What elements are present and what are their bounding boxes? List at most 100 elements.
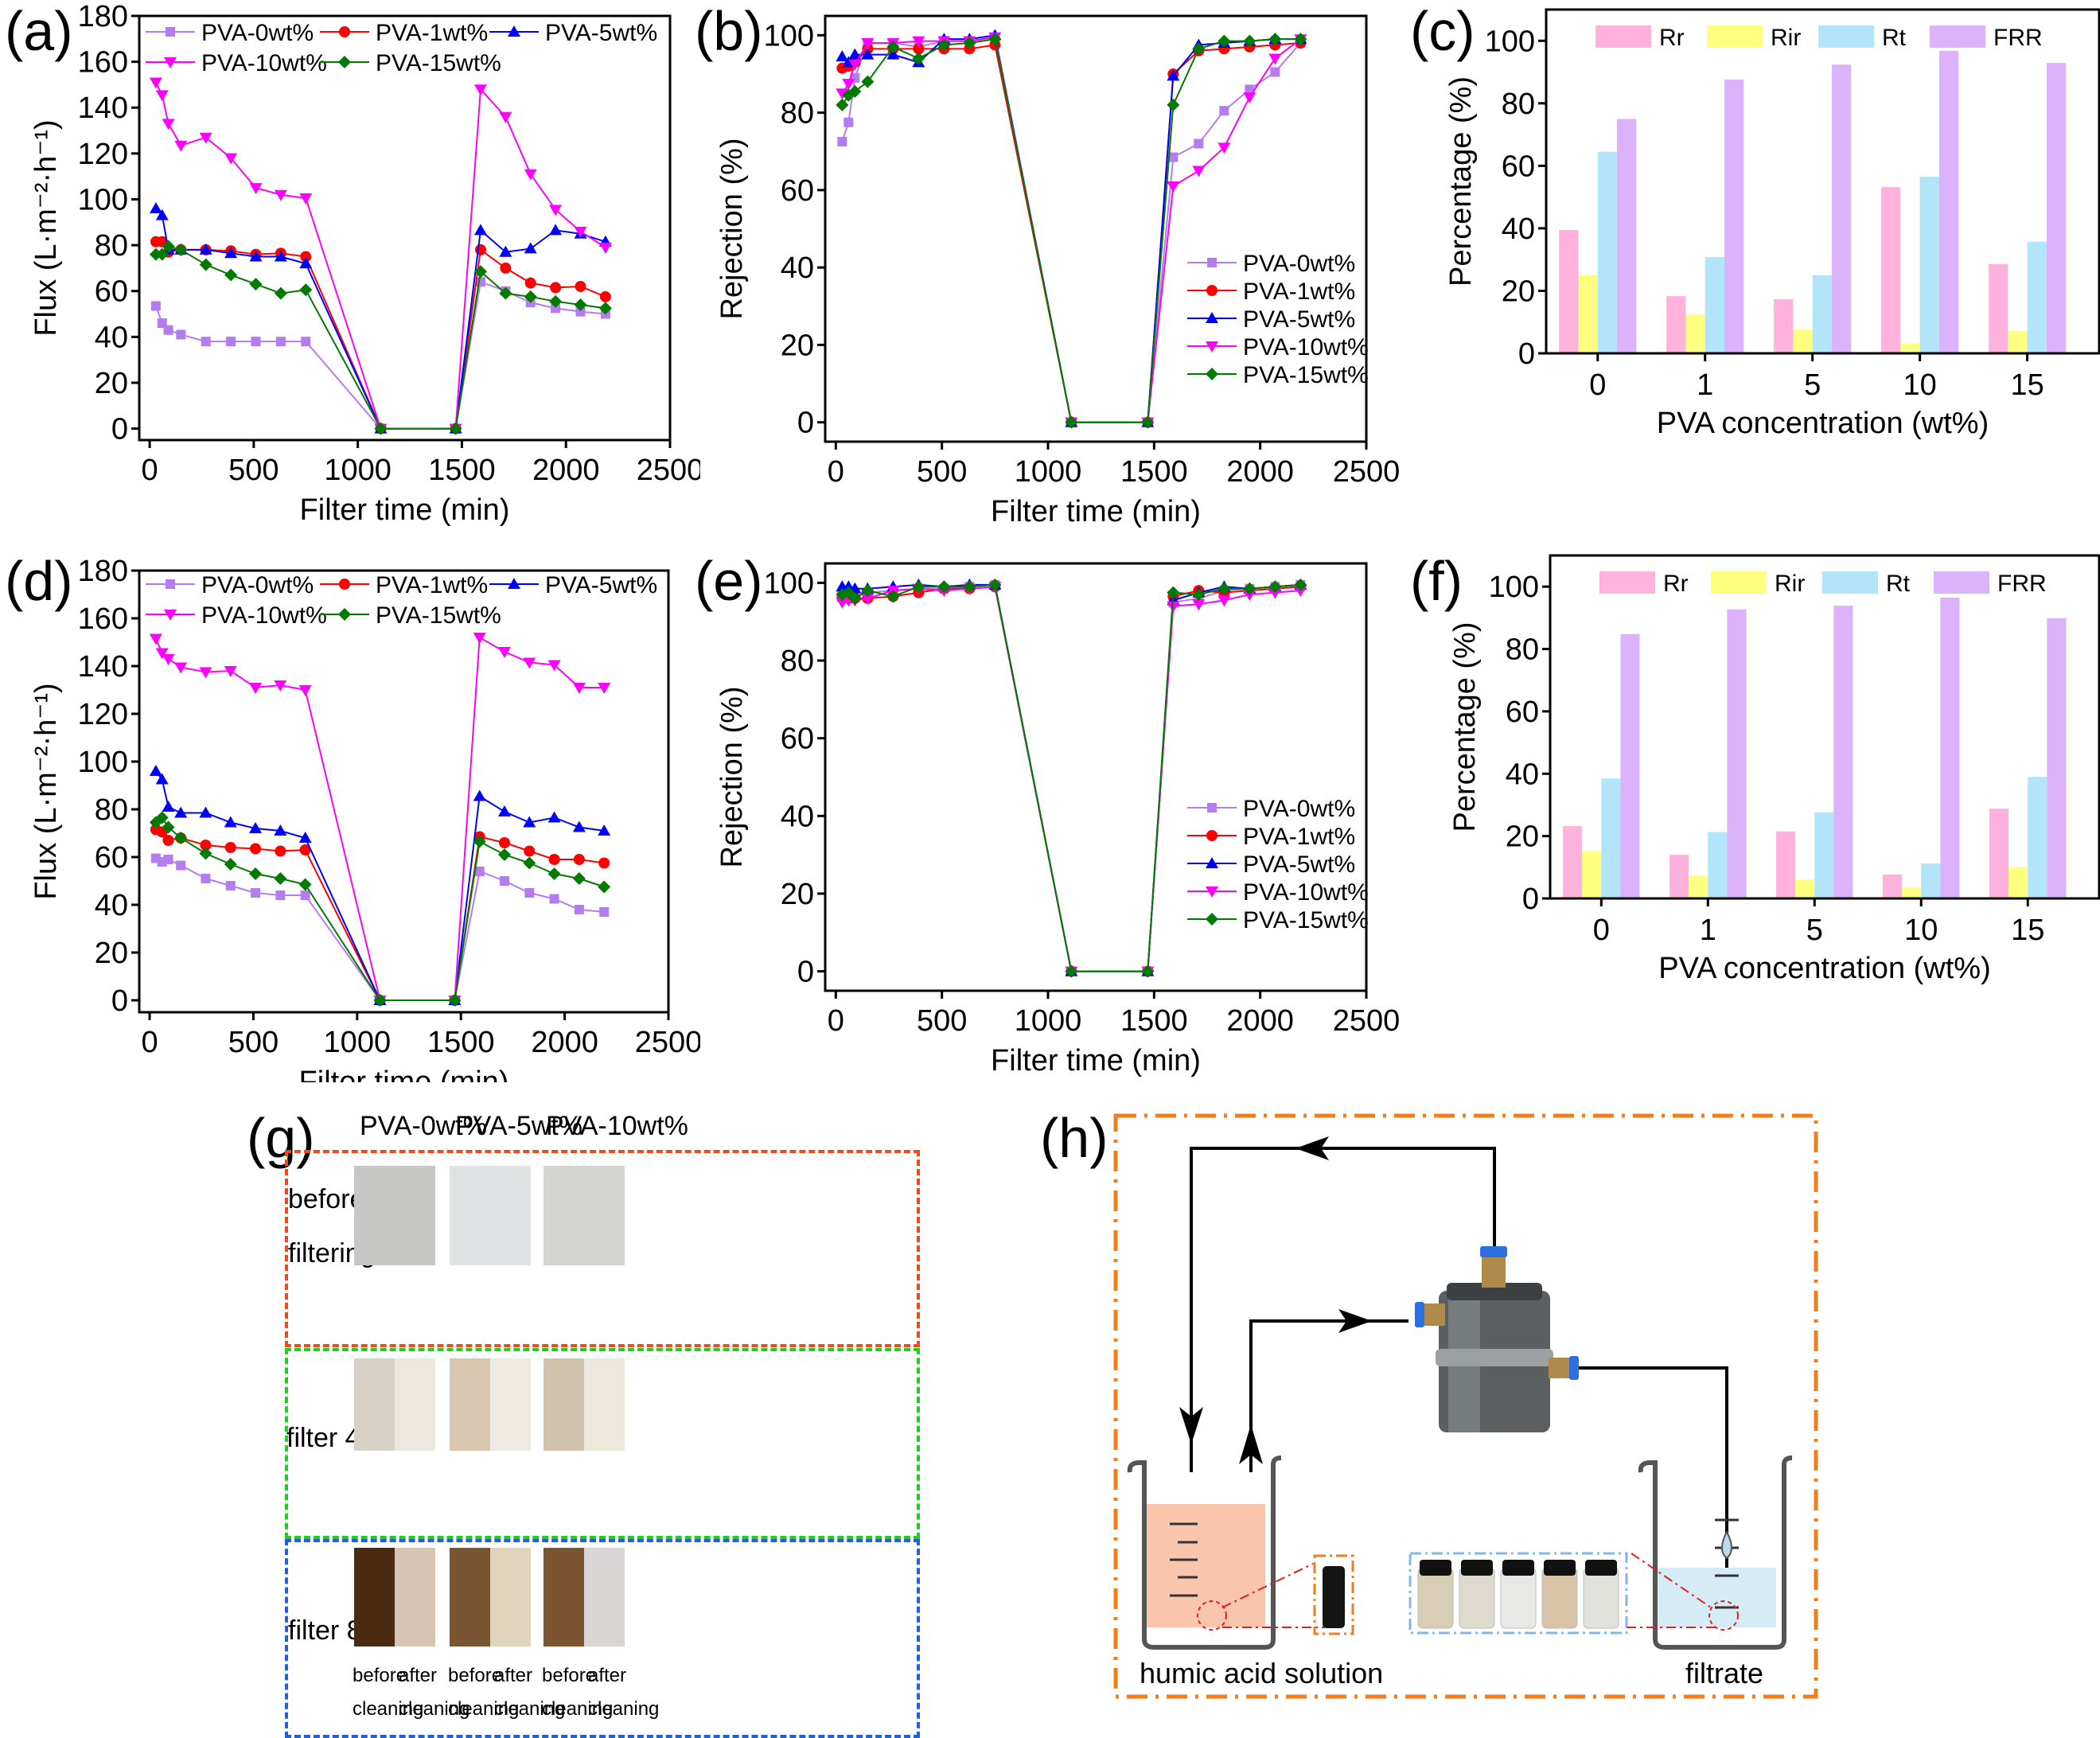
marker-triangle-up bbox=[149, 202, 162, 214]
marker-triangle-down bbox=[164, 57, 177, 68]
series-PVA-1wtpct bbox=[836, 581, 1307, 977]
marker-diamond bbox=[199, 847, 212, 860]
y-tick-label: 60 bbox=[781, 174, 814, 208]
marker-triangle-up bbox=[249, 822, 263, 833]
bar bbox=[1617, 119, 1637, 354]
x-tick-label: 0 bbox=[828, 455, 844, 489]
chart-rejection-b: 0 500 1000 1500 2000 2500 0 20 40 60 80 100 Filter t… bbox=[715, 14, 1400, 528]
arrow-left-icon bbox=[1295, 1136, 1329, 1160]
marker-triangle-down bbox=[1167, 181, 1180, 193]
series-PVA-5wtpct bbox=[149, 202, 612, 434]
legend-label: Rir bbox=[1771, 25, 1801, 51]
series-line bbox=[155, 816, 605, 1001]
y-tick-label: 80 bbox=[95, 229, 128, 263]
legend-label: PVA-5wt% bbox=[1243, 851, 1355, 878]
y-tick-label: 60 bbox=[781, 723, 814, 756]
y-tick-label: 40 bbox=[95, 889, 128, 922]
marker-triangle-down bbox=[274, 189, 287, 201]
series-PVA-15wtpct bbox=[149, 811, 611, 1007]
marker-triangle-up bbox=[473, 224, 487, 236]
marker-square bbox=[301, 337, 311, 347]
membrane-8h-before-cleaning bbox=[544, 1548, 584, 1646]
bar bbox=[2027, 241, 2047, 353]
marker-triangle-up bbox=[886, 48, 900, 60]
panel-label-f: (f) bbox=[1410, 550, 1463, 612]
marker-diamond bbox=[598, 302, 612, 315]
marker-square bbox=[549, 894, 559, 904]
filtrate-label: filtrate bbox=[1685, 1657, 1763, 1689]
marker-square bbox=[163, 855, 173, 864]
marker-triangle-up bbox=[861, 48, 875, 60]
legend-label: PVA-0wt% bbox=[201, 20, 314, 46]
y-tick-label: 40 bbox=[1502, 212, 1535, 246]
y-tick-label: 80 bbox=[781, 645, 814, 678]
marker-triangle-down bbox=[162, 654, 175, 665]
membrane-4h-before-cleaning bbox=[544, 1358, 584, 1451]
marker-diamond bbox=[861, 584, 875, 598]
plot-frame bbox=[1549, 554, 2100, 900]
x-tick-label: 0 bbox=[141, 1026, 158, 1059]
marker-circle bbox=[550, 282, 562, 294]
marker-circle bbox=[573, 854, 585, 865]
marker-triangle-down bbox=[572, 683, 586, 694]
panel-label-g: (g) bbox=[247, 1107, 315, 1169]
marker-diamond bbox=[449, 422, 462, 435]
legend: PVA-0wt%PVA-1wt%PVA-5wt%PVA-10wt%PVA-15w… bbox=[1187, 796, 1369, 933]
panel-label-b: (b) bbox=[695, 0, 763, 62]
marker-diamond bbox=[886, 40, 900, 53]
marker-diamond bbox=[912, 580, 925, 594]
marker-circle bbox=[474, 244, 486, 255]
y-tick-label: 140 bbox=[78, 650, 128, 684]
bar bbox=[1833, 606, 1853, 898]
bar bbox=[1795, 879, 1815, 898]
marker-diamond bbox=[274, 286, 287, 300]
y-tick-label: 120 bbox=[78, 698, 128, 731]
legend-label: PVA-0wt% bbox=[1243, 251, 1355, 277]
series-line bbox=[841, 38, 1301, 423]
marker-triangle-up bbox=[1167, 69, 1180, 81]
x-tick-label: 500 bbox=[228, 454, 279, 487]
marker-square bbox=[1207, 258, 1217, 267]
bar bbox=[1597, 151, 1618, 353]
series-line bbox=[842, 42, 1301, 423]
bar bbox=[1900, 343, 1920, 353]
bar bbox=[1669, 855, 1689, 898]
marker-diamond bbox=[162, 820, 175, 834]
marker-diamond bbox=[937, 38, 951, 52]
legend-label: PVA-1wt% bbox=[1243, 824, 1355, 850]
series-line bbox=[842, 586, 1301, 972]
x-tick-label: 1500 bbox=[427, 1026, 495, 1059]
x-tick-label: 0 bbox=[1593, 914, 1610, 947]
marker-diamond bbox=[1294, 33, 1307, 46]
y-axis-title: Flux (L·m⁻²·h⁻¹) bbox=[29, 683, 63, 899]
marker-triangle-up bbox=[224, 247, 238, 259]
marker-circle bbox=[1206, 285, 1218, 296]
bar bbox=[1666, 296, 1686, 353]
bar bbox=[1812, 275, 1832, 353]
legend-label: PVA-5wt% bbox=[1243, 306, 1355, 333]
marker-diamond bbox=[836, 588, 849, 602]
x-tick-label: 2000 bbox=[531, 1026, 598, 1059]
marker-triangle-up bbox=[1206, 857, 1218, 868]
marker-triangle-up bbox=[598, 824, 611, 836]
marker-square bbox=[150, 301, 161, 311]
marker-triangle-down bbox=[224, 153, 238, 165]
vial-cap bbox=[1461, 1560, 1493, 1576]
marker-triangle-down bbox=[149, 77, 162, 89]
column-label-2: PVA-10wt% bbox=[546, 1111, 688, 1141]
marker-triangle-down bbox=[224, 666, 237, 677]
series-PVA-0wtpct bbox=[150, 277, 610, 434]
x-tick-label: 0 bbox=[828, 1004, 844, 1038]
legend-swatch bbox=[1818, 25, 1874, 48]
marker-triangle-down bbox=[523, 657, 536, 669]
marker-diamond bbox=[373, 994, 387, 1007]
membrane-4h-before-cleaning bbox=[450, 1358, 490, 1451]
marker-triangle-down bbox=[199, 132, 212, 144]
x-tick-label: 10 bbox=[1903, 368, 1936, 402]
marker-diamond bbox=[448, 994, 462, 1007]
vial-cap bbox=[1420, 1560, 1451, 1576]
marker-square bbox=[201, 874, 211, 883]
marker-square bbox=[844, 117, 854, 127]
marker-diamond bbox=[848, 591, 862, 605]
marker-triangle-down bbox=[1243, 92, 1256, 104]
